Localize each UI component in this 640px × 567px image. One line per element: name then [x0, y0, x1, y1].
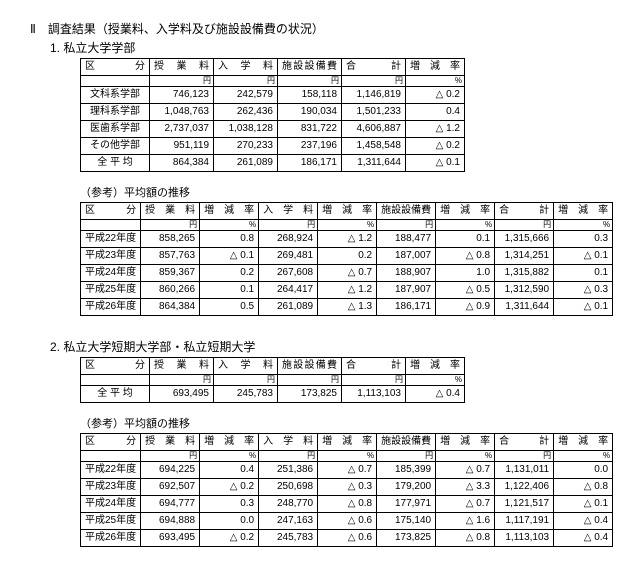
col-tuition: 授 業 料 — [150, 59, 214, 76]
header-row: 区 分 授 業 料 入 学 料 施設設備費 合 計 増 減 率 — [81, 358, 465, 375]
subsection-1-title: 1. 私立大学学部 — [50, 39, 610, 56]
section-title: Ⅱ 調査結果（授業料、入学料及び施設設備費の状況） — [30, 20, 610, 37]
table-row: 平成24年度859,3670.2267,608△ 0.7188,9071.01,… — [81, 265, 613, 282]
table-row: 平成26年度693,495△ 0.2245,783△ 0.6173,825△ 0… — [81, 530, 613, 547]
table-junior-dept: 区 分 授 業 料 入 学 料 施設設備費 合 計 増 減 率 円円円円% 全 … — [80, 357, 465, 403]
unit-row: 円円円円% — [81, 375, 465, 386]
table-row: 医歯系学部2,737,0371,038,128831,7224,606,887△… — [81, 121, 465, 138]
col-category: 区 分 — [81, 59, 150, 76]
col-change: 増 減 率 — [406, 59, 465, 76]
header-row: 区 分 授 業 料 入 学 料 施設設備費 合 計 増 減 率 — [81, 59, 465, 76]
unit-row: 円%円%円%円% — [81, 451, 613, 462]
table-row: その他学部951,119270,233237,1961,458,548△ 0.2 — [81, 138, 465, 155]
reference-title-2: （参考）平均額の推移 — [80, 415, 610, 431]
table-row: 平成22年度858,2650.8268,924△ 1.2188,4770.11,… — [81, 231, 613, 248]
table-junior-trend: 区 分 授 業 料 増 減 率 入 学 料 増 減 率 施設設備費 増 減 率 … — [80, 433, 613, 547]
table-row: 平成22年度694,2250.4251,386△ 0.7185,399△ 0.7… — [81, 462, 613, 479]
subsection-2-title: 2. 私立大学短期大学部・私立短期大学 — [50, 338, 610, 355]
header-row: 区 分 授 業 料 増 減 率 入 学 料 増 減 率 施設設備費 増 減 率 … — [81, 434, 613, 451]
table-row: 平成24年度694,7770.3248,770△ 0.8177,971△ 0.7… — [81, 496, 613, 513]
table-row: 文科系学部746,123242,579158,1181,146,819△ 0.2 — [81, 87, 465, 104]
table-row: 理科系学部1,048,763262,436190,0341,501,2330.4 — [81, 104, 465, 121]
table-row: 全 平 均864,384261,089186,1711,311,644△ 0.1 — [81, 155, 465, 172]
table-univ-trend: 区 分 授 業 料 増 減 率 入 学 料 増 減 率 施設設備費 増 減 率 … — [80, 202, 613, 316]
col-total: 合 計 — [342, 59, 406, 76]
reference-title-1: （参考）平均額の推移 — [80, 184, 610, 200]
col-facility: 施設設備費 — [278, 59, 342, 76]
table-row: 平成26年度864,3840.5261,089△ 1.3186,171△ 0.9… — [81, 299, 613, 316]
unit-row: 円円円円% — [81, 76, 465, 87]
table-row: 全 平 均693,495245,783173,8251,113,103△ 0.4 — [81, 386, 465, 403]
table-row: 平成23年度857,763△ 0.1269,4810.2187,007△ 0.8… — [81, 248, 613, 265]
header-row: 区 分 授 業 料 増 減 率 入 学 料 増 減 率 施設設備費 増 減 率 … — [81, 203, 613, 220]
table-row: 平成25年度694,8880.0247,163△ 0.6175,140△ 1.6… — [81, 513, 613, 530]
unit-row: 円%円%円%円% — [81, 220, 613, 231]
table-row: 平成25年度860,2660.1264,417△ 1.2187,907△ 0.5… — [81, 282, 613, 299]
table-row: 平成23年度692,507△ 0.2250,698△ 0.3179,200△ 3… — [81, 479, 613, 496]
col-entry: 入 学 料 — [214, 59, 278, 76]
table-univ-dept: 区 分 授 業 料 入 学 料 施設設備費 合 計 増 減 率 円円円円% 文科… — [80, 58, 465, 172]
